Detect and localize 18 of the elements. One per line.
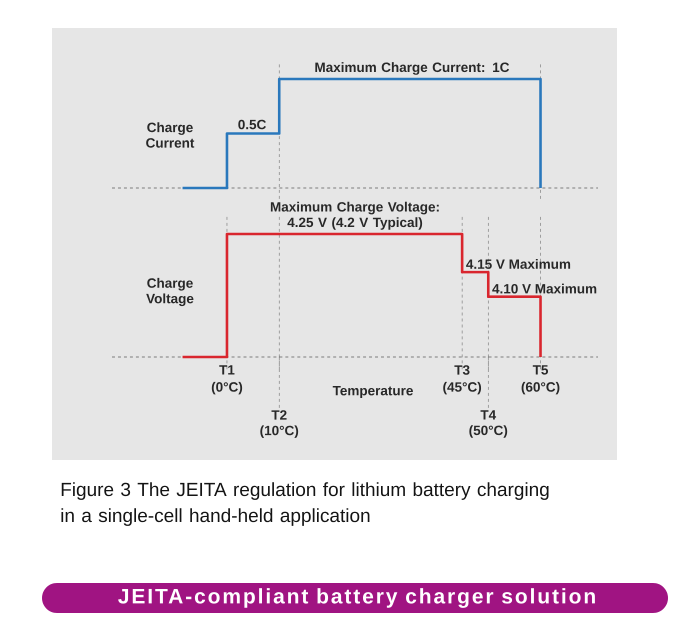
annotation: 4.10 V Maximum <box>492 284 596 294</box>
y-axis-title: Charge Voltage <box>146 278 194 306</box>
x-axis-title: Temperature <box>332 386 413 398</box>
annotation: T4 (50°C) <box>469 410 508 438</box>
annotation: T2 (10°C) <box>260 410 298 438</box>
caption: Figure 3 The JEITA regulation for lithium battery charging in a single-cell hand-held application <box>61 482 549 526</box>
y-axis-title: Charge Current <box>146 122 194 148</box>
annotation: 0.5C <box>238 120 266 130</box>
annotation: T3 <box>454 365 470 375</box>
x-tick-label: (60°C) <box>522 382 560 394</box>
annotation: 4.15 V Maximum <box>466 259 570 269</box>
annotation: Maximum Charge Current: 1C <box>315 62 510 75</box>
annotation: T5 <box>532 365 548 375</box>
annotation: T1 <box>219 365 234 374</box>
x-tick-label: (0°C) <box>212 382 242 394</box>
text: JEITA-compliant battery charger solution <box>118 588 595 608</box>
annotation: Maximum Charge Voltage: 4.25 V (4.2 V Typical) <box>270 202 439 230</box>
x-tick-label: (45°C) <box>443 382 482 394</box>
